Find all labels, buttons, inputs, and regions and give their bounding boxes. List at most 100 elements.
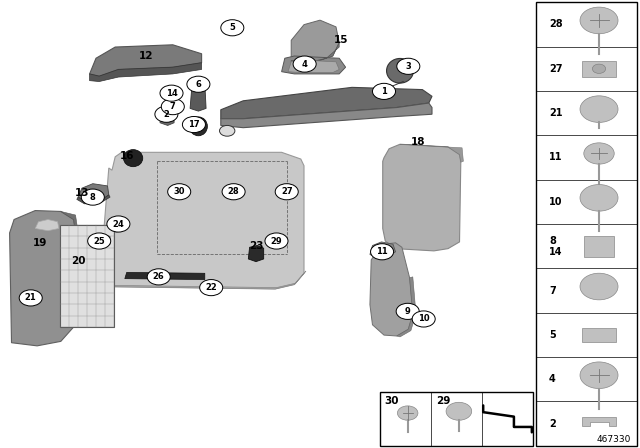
Ellipse shape xyxy=(387,59,413,83)
Text: 30: 30 xyxy=(385,396,399,405)
Polygon shape xyxy=(77,195,110,204)
Text: 18: 18 xyxy=(411,138,425,147)
Text: 5: 5 xyxy=(229,23,236,32)
Text: 14: 14 xyxy=(549,246,563,257)
FancyBboxPatch shape xyxy=(582,61,616,77)
Circle shape xyxy=(107,216,130,232)
Circle shape xyxy=(446,402,472,420)
Text: 21: 21 xyxy=(25,293,36,302)
Text: 11: 11 xyxy=(549,152,563,163)
FancyBboxPatch shape xyxy=(536,2,637,446)
Polygon shape xyxy=(61,211,78,327)
Text: 8: 8 xyxy=(549,236,556,246)
Text: 7: 7 xyxy=(170,102,175,111)
Polygon shape xyxy=(78,184,109,202)
Circle shape xyxy=(161,99,184,115)
Polygon shape xyxy=(90,45,202,76)
Circle shape xyxy=(593,64,605,73)
Text: 19: 19 xyxy=(33,238,47,248)
Polygon shape xyxy=(370,242,396,258)
Text: 26: 26 xyxy=(153,272,164,281)
Text: 20: 20 xyxy=(71,256,85,266)
FancyBboxPatch shape xyxy=(584,236,614,257)
Polygon shape xyxy=(101,152,304,289)
Text: 6: 6 xyxy=(195,80,202,89)
Circle shape xyxy=(160,85,183,101)
Polygon shape xyxy=(90,63,202,82)
Circle shape xyxy=(396,303,419,319)
Circle shape xyxy=(372,83,396,99)
Text: 17: 17 xyxy=(188,120,200,129)
Text: 27: 27 xyxy=(281,187,292,196)
Text: 14: 14 xyxy=(166,89,177,98)
Circle shape xyxy=(147,269,170,285)
Text: 1: 1 xyxy=(381,87,387,96)
Circle shape xyxy=(397,58,420,74)
Polygon shape xyxy=(291,43,339,64)
Circle shape xyxy=(275,184,298,200)
Ellipse shape xyxy=(189,117,207,136)
Polygon shape xyxy=(160,108,174,125)
Text: 10: 10 xyxy=(418,314,429,323)
Circle shape xyxy=(221,20,244,36)
Text: 29: 29 xyxy=(436,396,450,405)
FancyBboxPatch shape xyxy=(60,225,114,327)
Circle shape xyxy=(220,125,235,136)
Text: 4: 4 xyxy=(301,60,308,69)
Circle shape xyxy=(371,244,394,260)
Text: 7: 7 xyxy=(549,285,556,296)
Polygon shape xyxy=(383,144,461,251)
Polygon shape xyxy=(10,211,76,346)
Text: 28: 28 xyxy=(228,187,239,196)
Circle shape xyxy=(81,189,104,205)
Circle shape xyxy=(580,273,618,300)
Circle shape xyxy=(168,184,191,200)
Text: 4: 4 xyxy=(549,374,556,384)
Circle shape xyxy=(397,406,418,420)
Text: 21: 21 xyxy=(549,108,563,118)
Polygon shape xyxy=(582,417,616,426)
Polygon shape xyxy=(400,144,463,162)
Text: 5: 5 xyxy=(549,330,556,340)
Text: 29: 29 xyxy=(271,237,282,246)
Circle shape xyxy=(155,106,178,122)
Text: 22: 22 xyxy=(205,283,217,292)
Circle shape xyxy=(182,116,205,133)
Text: 3: 3 xyxy=(406,62,411,71)
Text: 28: 28 xyxy=(549,19,563,30)
Text: 15: 15 xyxy=(334,35,348,45)
Circle shape xyxy=(293,56,316,72)
Ellipse shape xyxy=(124,150,143,167)
Polygon shape xyxy=(221,87,432,119)
Text: 12: 12 xyxy=(139,51,153,61)
Circle shape xyxy=(580,362,618,388)
Polygon shape xyxy=(288,60,339,73)
Text: 2: 2 xyxy=(163,110,170,119)
Circle shape xyxy=(222,184,245,200)
Circle shape xyxy=(88,233,111,249)
Text: 16: 16 xyxy=(120,151,134,161)
Polygon shape xyxy=(112,271,306,289)
Text: 9: 9 xyxy=(405,307,410,316)
Circle shape xyxy=(19,290,42,306)
Text: 2: 2 xyxy=(549,418,556,429)
Polygon shape xyxy=(397,277,416,337)
Ellipse shape xyxy=(110,221,123,232)
Circle shape xyxy=(200,280,223,296)
Text: 27: 27 xyxy=(549,64,563,74)
Text: 467330: 467330 xyxy=(596,435,631,444)
Polygon shape xyxy=(190,82,206,111)
Text: 24: 24 xyxy=(113,220,124,228)
FancyBboxPatch shape xyxy=(380,392,533,446)
Text: 8: 8 xyxy=(90,193,95,202)
Circle shape xyxy=(412,311,435,327)
Polygon shape xyxy=(125,272,205,280)
Polygon shape xyxy=(370,243,413,336)
Polygon shape xyxy=(95,234,110,247)
Polygon shape xyxy=(291,20,339,60)
FancyBboxPatch shape xyxy=(582,328,616,341)
Polygon shape xyxy=(248,246,264,262)
Text: 30: 30 xyxy=(173,187,185,196)
Polygon shape xyxy=(282,56,346,74)
Circle shape xyxy=(187,76,210,92)
